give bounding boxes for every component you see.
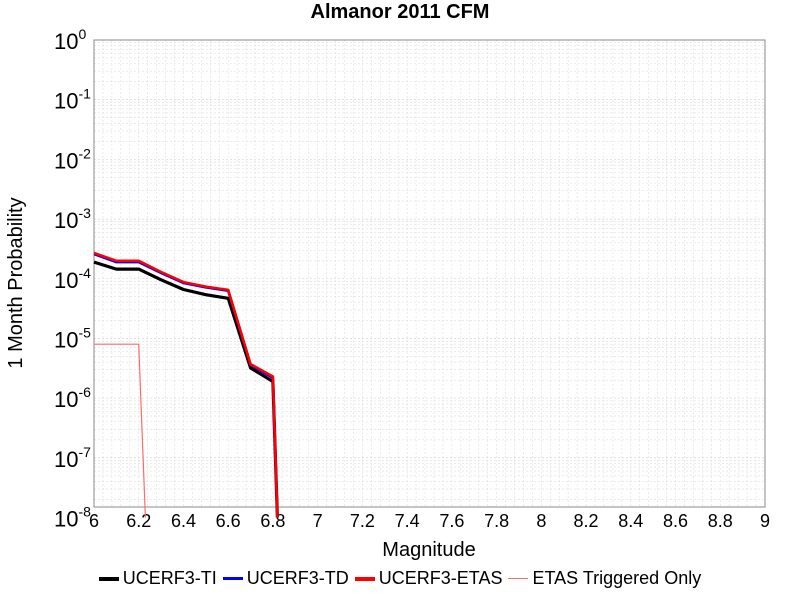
y-axis-label: 1 Month Probability	[5, 197, 27, 368]
y-tick-label: 10-6	[54, 384, 91, 412]
x-tick-label: 7	[313, 511, 323, 531]
legend-label: UCERF3-TI	[122, 568, 217, 588]
y-tick-label: 10-2	[54, 145, 91, 173]
x-tick-label: 8.2	[574, 511, 599, 531]
x-tick-label: 8.4	[618, 511, 643, 531]
y-axis-ticks: 100 10-1 10-2 10-3 10-4 10-5 10-6 10-7 10-8	[54, 26, 91, 532]
y-tick-label: 10-1	[54, 86, 91, 114]
legend-swatch	[98, 576, 119, 581]
x-tick-label: 6.2	[126, 511, 151, 531]
legend-swatch	[222, 577, 243, 580]
x-tick-label: 6.8	[260, 511, 285, 531]
x-tick-label: 7.2	[350, 511, 375, 531]
x-tick-label: 6.6	[216, 511, 241, 531]
x-tick-label: 8.6	[663, 511, 688, 531]
x-axis-ticks: 6 6.2 6.4 6.6 6.8 7 7.2 7.4 7.6 7.8 8 8.2 8.4 8.6 8.8 9	[89, 511, 770, 531]
legend-label: UCERF3-TD	[246, 568, 349, 588]
series-line-etas-triggered-only	[94, 343, 146, 518]
x-tick-label: 8.8	[708, 511, 733, 531]
legend-swatch	[508, 578, 529, 579]
legend: UCERF3-TI UCERF3-TD UCERF3-ETAS ETAS Trigge…	[0, 568, 800, 589]
series-lines	[93, 251, 279, 518]
legend-swatch	[354, 576, 375, 581]
legend-item: ETAS Triggered Only	[508, 568, 701, 589]
legend-item: UCERF3-ETAS	[354, 568, 503, 589]
x-tick-label: 9	[760, 511, 770, 531]
chart-title: Almanor 2011 CFM	[311, 1, 490, 23]
x-tick-label: 7.4	[395, 511, 420, 531]
series-line-ucerf3-ti	[93, 260, 279, 518]
y-tick-label: 10-5	[54, 324, 91, 352]
legend-item: UCERF3-TD	[222, 568, 349, 589]
y-tick-label: 10-8	[54, 504, 91, 532]
y-tick-label: 10-7	[54, 444, 91, 472]
grid	[93, 39, 766, 508]
x-tick-label: 6.4	[171, 511, 196, 531]
legend-label: UCERF3-ETAS	[378, 568, 503, 588]
x-tick-label: 7.6	[439, 511, 464, 531]
series-line-ucerf3-td	[93, 252, 279, 518]
y-tick-label: 10-3	[54, 205, 91, 233]
series-line-ucerf3-etas	[93, 251, 279, 518]
legend-label: ETAS Triggered Only	[532, 568, 702, 588]
x-tick-label: 7.8	[484, 511, 509, 531]
x-axis-label: Magnitude	[382, 539, 475, 561]
legend-item: UCERF3-TI	[98, 568, 217, 589]
y-tick-label: 10-4	[54, 265, 91, 293]
x-tick-label: 8	[536, 511, 546, 531]
y-tick-label: 100	[54, 26, 86, 54]
plot-frame	[93, 39, 766, 508]
x-tick-label: 6	[89, 511, 99, 531]
